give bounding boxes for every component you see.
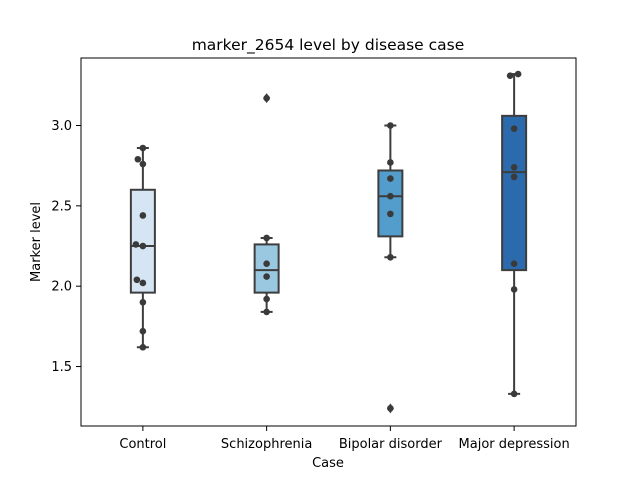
data-point [139, 242, 147, 250]
data-point [263, 273, 270, 280]
data-point [510, 260, 518, 267]
x-axis-label: Case [312, 456, 344, 471]
data-point [387, 253, 394, 261]
y-tick-label: 2.5 [51, 199, 72, 214]
y-tick-label: 1.5 [51, 360, 72, 375]
data-point [387, 175, 394, 182]
data-point [510, 173, 518, 181]
box-iqr [501, 114, 528, 272]
data-point [133, 276, 141, 284]
y-axis-label: Marker level [29, 202, 44, 282]
box-group-0 [129, 146, 156, 349]
data-point [510, 390, 518, 398]
data-point [139, 343, 147, 351]
data-point [139, 298, 147, 306]
x-tick-label: Major depression [459, 437, 570, 452]
x-tick-label: Control [119, 437, 166, 452]
chart-title: marker_2654 level by disease case [192, 36, 465, 55]
data-point [263, 234, 270, 242]
data-point [510, 163, 518, 171]
data-point [506, 72, 514, 79]
data-point [387, 159, 394, 166]
x-tick-label: Schizophrenia [221, 437, 312, 452]
data-point [387, 405, 394, 412]
y-axis-ticks: 1.5 2.0 2.5 3.0 [51, 119, 81, 375]
x-axis-ticks: Control Schizophrenia Bipolar disorder Majo… [119, 426, 570, 452]
data-point [510, 286, 518, 293]
data-point [139, 327, 147, 335]
box-iqr [129, 188, 156, 294]
data-point [132, 241, 140, 248]
y-tick-label: 3.0 [51, 119, 72, 134]
data-point [387, 192, 394, 200]
box-iqr [253, 243, 280, 294]
data-point [139, 160, 147, 168]
data-point [263, 260, 270, 267]
plot-frame [80, 57, 577, 427]
data-point [387, 122, 394, 129]
data-point [139, 279, 147, 287]
data-point [139, 212, 147, 219]
data-point [263, 94, 270, 102]
data-point [387, 210, 394, 218]
data-point [263, 295, 270, 303]
data-point [134, 155, 142, 163]
plot-marks [129, 70, 528, 414]
x-tick-label: Bipolar disorder [339, 437, 443, 452]
data-point [263, 308, 270, 316]
data-point [514, 70, 522, 78]
data-point [510, 125, 518, 133]
box-group-3 [501, 73, 528, 395]
y-tick-label: 2.0 [51, 280, 72, 295]
data-point [139, 144, 147, 152]
